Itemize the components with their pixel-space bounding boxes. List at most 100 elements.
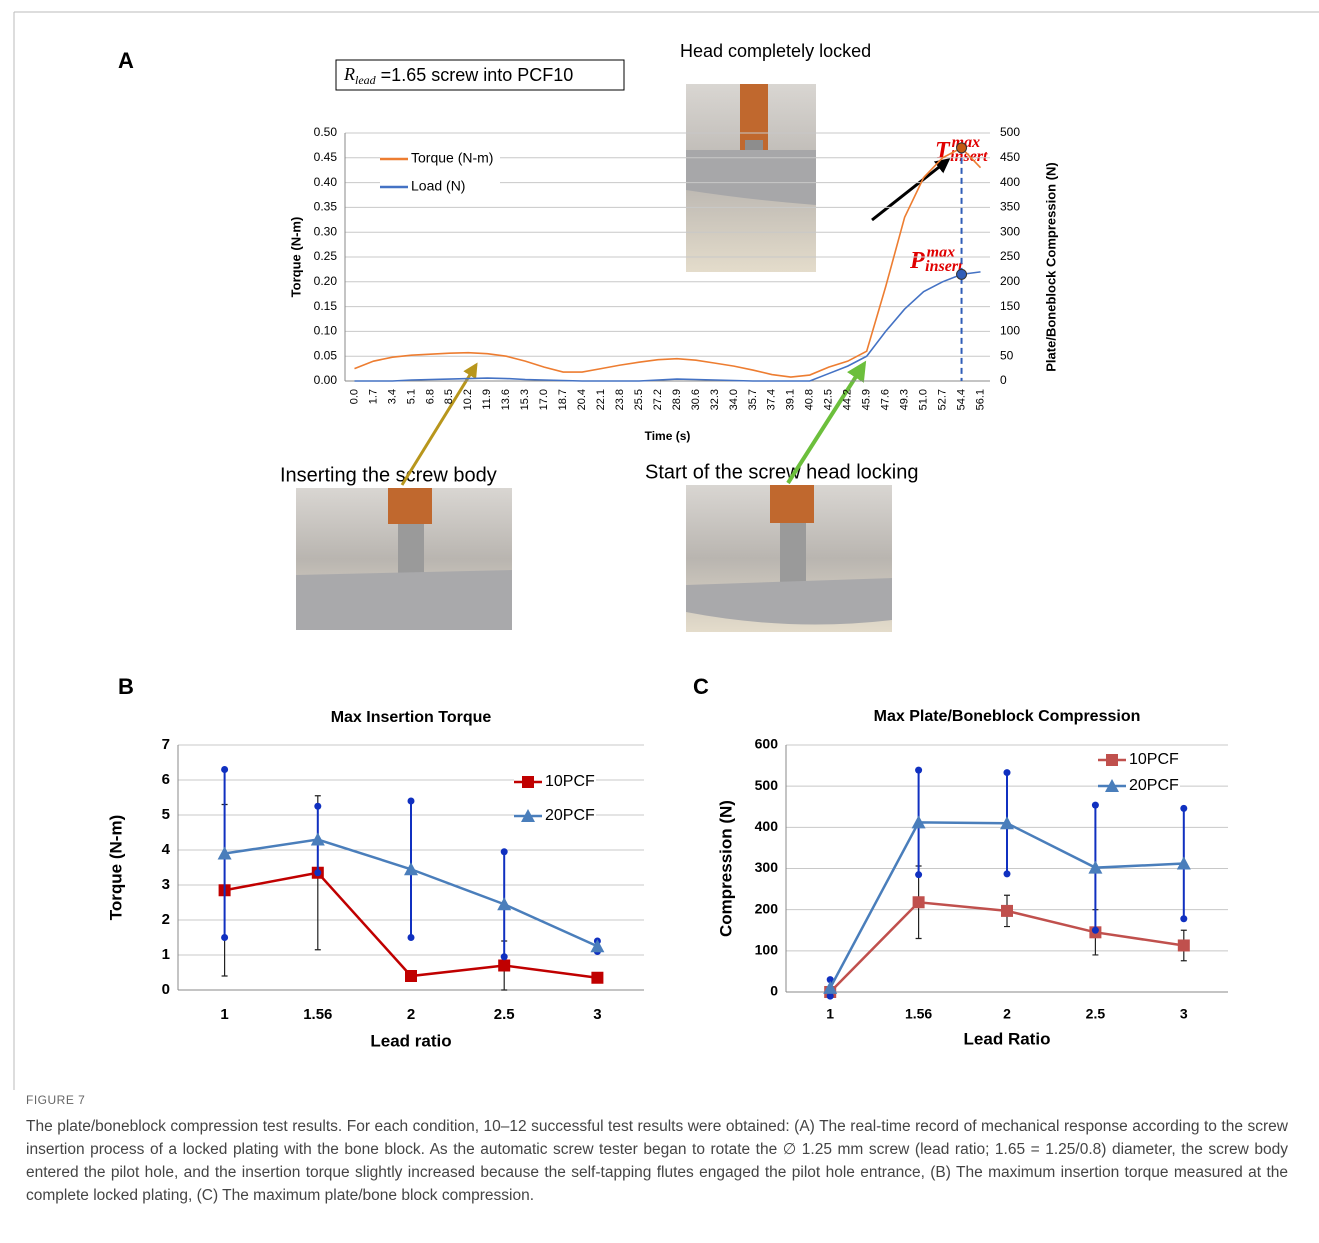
- chart-title: Max Plate/Boneblock Compression: [874, 708, 1141, 725]
- y-tick-label: 0.05: [314, 348, 338, 362]
- marker: [1001, 904, 1013, 917]
- x-tick-label: 23.8: [614, 389, 626, 410]
- marker: [911, 815, 926, 829]
- x-tick-label: 22.1: [595, 389, 607, 410]
- y-axis-title: Compression (N): [716, 800, 735, 937]
- x-tick-label: 32.3: [709, 389, 721, 410]
- lead-subscript: lead: [355, 73, 377, 87]
- marker: [405, 970, 417, 982]
- y-tick-label: 0.10: [314, 324, 338, 338]
- x-tick-label: 35.7: [747, 389, 759, 410]
- marker: [591, 971, 604, 984]
- x-tick-label: 13.6: [500, 389, 512, 410]
- legend-label: 10PCF: [545, 773, 595, 790]
- legend-marker: [1106, 754, 1118, 766]
- y2-tick-label: 100: [1000, 324, 1020, 338]
- y-axis-title: Torque (N-m): [106, 815, 125, 920]
- y2-tick-label: 250: [1000, 249, 1020, 263]
- x-tick-label: 8.5: [443, 389, 455, 404]
- x-tick-label: 28.9: [671, 389, 683, 410]
- y-tick-label: 0.25: [314, 249, 338, 263]
- marker: [912, 896, 925, 909]
- figure: A B C Rlead =1.65 screw into PCF10 Head …: [13, 11, 1319, 1090]
- error-cap: [221, 934, 229, 941]
- annotation: Start of the screw head locking: [645, 461, 918, 483]
- y-axis-title: Torque (N-m): [288, 217, 303, 298]
- legend-bg: [380, 177, 500, 197]
- lead-symbol: R: [343, 64, 355, 84]
- x-tick-label: 37.4: [766, 389, 778, 410]
- y-tick-label: 2: [162, 911, 170, 928]
- y-tick-label: 3: [162, 876, 170, 893]
- x-tick-label: 20.4: [576, 389, 588, 410]
- legend-bg: [514, 772, 596, 792]
- x-tick-label: 54.4: [955, 389, 967, 410]
- y-tick-label: 4: [162, 841, 171, 858]
- x-tick-label: 52.7: [936, 389, 948, 410]
- legend-bg: [380, 149, 500, 169]
- x-tick-label: 17.0: [538, 389, 550, 410]
- x-tick-label: 1.7: [367, 389, 379, 404]
- y-tick-label: 0.30: [314, 224, 338, 238]
- lead-text: =1.65 screw into PCF10: [376, 65, 574, 85]
- photo-head-locked: [686, 84, 816, 272]
- sup: max: [927, 244, 955, 261]
- y-tick-label: 100: [755, 942, 779, 958]
- legend-marker: [1105, 779, 1119, 792]
- x-tick-label: 1: [220, 1006, 228, 1023]
- y-tick-label: 0.35: [314, 200, 338, 214]
- marker: [590, 939, 605, 953]
- error-cap: [1003, 870, 1011, 878]
- legend-bg: [1098, 750, 1180, 770]
- y2-tick-label: 400: [1000, 175, 1020, 189]
- x-tick-label: 27.2: [652, 389, 664, 410]
- error-cap: [221, 766, 229, 773]
- marker: [498, 959, 511, 972]
- annotation: Inserting the screw body: [280, 464, 497, 486]
- legend-label: 20PCF: [1129, 777, 1179, 794]
- x-tick-label: 3: [1180, 1006, 1188, 1022]
- arrow: [400, 362, 478, 486]
- legend-bg: [514, 806, 596, 826]
- x-tick-label: 15.3: [519, 389, 531, 410]
- marker: [310, 832, 325, 846]
- x-tick-label: 49.3: [899, 389, 911, 410]
- arrow: [786, 360, 867, 485]
- x-tick-label: 1: [826, 1006, 834, 1022]
- marker: [1177, 939, 1190, 952]
- error-cap: [826, 992, 834, 1000]
- legend-label: Torque (N-m): [411, 150, 493, 166]
- y-tick-label: 0.50: [314, 125, 338, 139]
- marker: [217, 846, 232, 860]
- x-tick-label: 3: [593, 1006, 601, 1023]
- y2-tick-label: 450: [1000, 150, 1020, 164]
- y-tick-label: 0.40: [314, 175, 338, 189]
- arrow: [871, 158, 951, 222]
- symbol: T: [935, 138, 951, 164]
- marker: [404, 862, 418, 876]
- x-tick-label: 45.9: [861, 389, 873, 410]
- error-cap: [915, 766, 923, 774]
- y-tick-label: 0.00: [314, 373, 338, 387]
- x-axis-title: Lead Ratio: [964, 1029, 1051, 1048]
- y-tick-label: 300: [755, 859, 779, 875]
- x-axis-title: Lead ratio: [370, 1031, 451, 1050]
- y2-axis-title: Plate/Boneblock Compression (N): [1043, 162, 1058, 371]
- x-tick-label: 25.5: [633, 389, 645, 410]
- x-tick-label: 18.7: [557, 389, 569, 410]
- error-cap: [1091, 801, 1099, 809]
- y-tick-label: 200: [755, 900, 779, 916]
- y-tick-label: 7: [162, 736, 170, 753]
- annotation: Head completely locked: [680, 41, 871, 61]
- error-cap: [314, 802, 322, 810]
- x-tick-label: 0.0: [348, 389, 360, 404]
- x-tick-label: 47.6: [880, 389, 892, 410]
- x-tick-label: 11.9: [481, 389, 493, 410]
- lead-note: Rlead =1.65 screw into PCF10: [343, 64, 573, 87]
- legend-marker: [522, 776, 534, 788]
- y-tick-label: 0: [162, 981, 170, 998]
- caption: FIGURE 7 The plate/boneblock compression…: [26, 1093, 1288, 1207]
- photo-inserting: [296, 488, 512, 630]
- chart-title: Max Insertion Torque: [331, 709, 492, 726]
- y2-tick-label: 300: [1000, 224, 1020, 238]
